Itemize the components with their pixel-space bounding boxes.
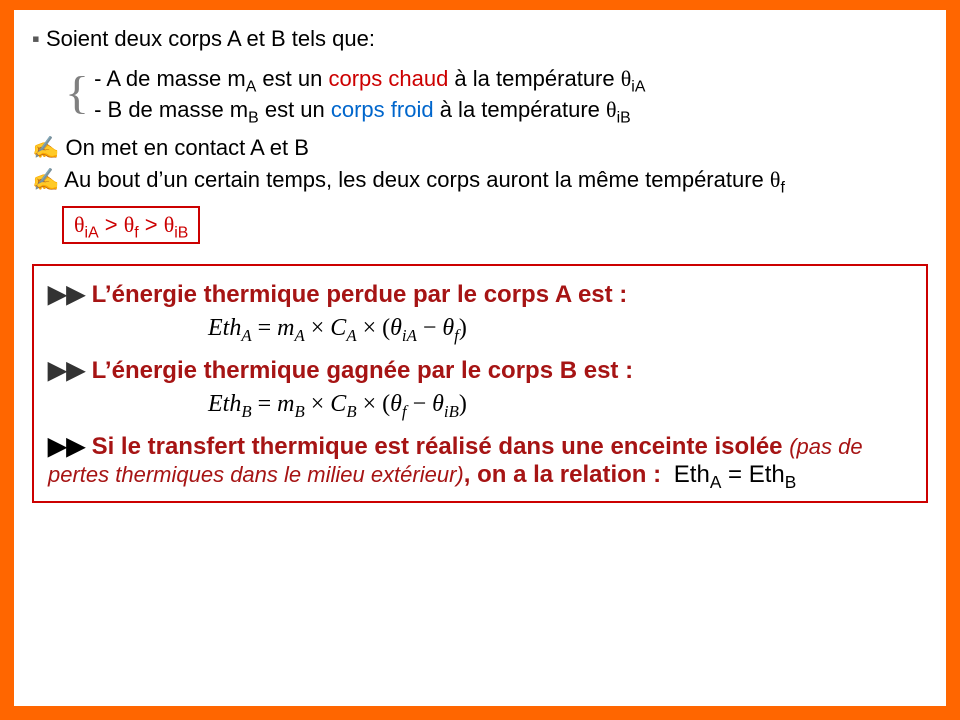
cond-a-prefix: - A de masse m [94,66,246,91]
relation-value: EthA = EthB [674,461,796,488]
cond-a-mid: est un [262,66,328,91]
condition-b: - B de masse mB est un corps froid à la … [94,95,645,125]
fb-close: ) [459,391,467,417]
fb-x1: × [305,391,331,417]
ineq-s3: iB [174,225,188,242]
cond-b-theta-sub: iB [617,110,631,127]
hand-icon: ✍ [32,167,59,192]
fb-t1: θ [390,391,402,417]
rel-rs: B [785,472,797,492]
fa-csub: A [346,326,356,345]
fb-c: C [330,391,346,417]
cond-a-theta: θ [621,66,632,91]
lead-c: ▶▶ Si le transfert thermique est réalisé… [48,432,912,489]
fb-msub: B [294,402,304,421]
contact-text-1: On met en contact A et B [59,135,308,160]
fa-t2: θ [442,315,454,341]
cond-a-theta-sub: iA [631,78,645,95]
main-box: ▶▶ L’énergie thermique perdue par le cor… [32,264,928,503]
rel-l: Eth [674,461,710,488]
cond-b-mid2: à la température [434,97,606,122]
formula-b: EthB = mB × CB × (θf − θiB) [208,391,912,418]
brace-icon: { [65,64,89,127]
cond-a-hot: corps chaud [328,66,448,91]
slide-frame: ▪ Soient deux corps A et B tels que: { -… [0,0,960,720]
fa-eq: = [252,315,278,341]
cond-b-mid: est un [265,97,331,122]
cond-b-theta: θ [606,97,617,122]
contact-theta: θ [770,167,781,192]
cond-a-mid2: à la température [448,66,620,91]
arrow-icon: ▶▶ [48,433,85,460]
fb-csub: B [346,402,356,421]
ineq-gt1: > [99,212,124,237]
rel-r: Eth [749,461,785,488]
fa-t1s: iA [402,326,417,345]
fb-minus: − [407,391,433,417]
ineq-t1: θ [74,212,85,237]
rel-eq: = [721,461,748,488]
contact-line-2: ✍ Au bout d’un certain temps, les deux c… [32,165,928,195]
cond-b-mass-sub: B [248,110,259,127]
fb-t2s: iB [444,402,459,421]
lead-a-text: L’énergie thermique perdue par le corps … [85,281,627,308]
slide-content: ▪ Soient deux corps A et B tels que: { -… [14,10,946,706]
ineq-s1: iA [85,225,99,242]
fb-lhs-sub: B [241,402,251,421]
inequality-box: θiA > θf > θiB [62,206,200,244]
lead-b-text: L’énergie thermique gagnée par le corps … [85,357,633,384]
hand-icon: ✍ [32,135,59,160]
fa-x1: × [305,315,331,341]
fa-c: C [330,315,346,341]
lead-c-text2: , on a la relation : [464,461,668,488]
cond-b-cold: corps froid [331,97,434,122]
fb-x2: × ( [357,391,391,417]
conditions-block: { - A de masse mA est un corps chaud à l… [66,64,928,127]
fa-m: m [277,315,294,341]
ineq-t3: θ [164,212,175,237]
lead-a: ▶▶ L’énergie thermique perdue par le cor… [48,280,912,309]
fb-t2: θ [432,391,444,417]
fa-close: ) [459,315,467,341]
ineq-t2: θ [124,212,135,237]
arrow-icon: ▶▶ [48,281,85,308]
fa-t1: θ [390,315,402,341]
fb-lhs: Eth [208,391,241,417]
lead-c-text1: Si le transfert thermique est réalisé da… [85,433,789,460]
bullet-square-icon: ▪ [32,26,40,51]
fb-m: m [277,391,294,417]
condition-a: - A de masse mA est un corps chaud à la … [94,64,645,94]
fb-eq: = [252,391,278,417]
contact-theta-sub: f [780,179,784,196]
arrow-icon: ▶▶ [48,357,85,384]
conditions-body: - A de masse mA est un corps chaud à la … [94,64,645,127]
contact-text-2a: Au bout d’un certain temps, les deux cor… [59,167,770,192]
lead-b: ▶▶ L’énergie thermique gagnée par le cor… [48,356,912,385]
intro-text: Soient deux corps A et B tels que: [46,26,375,51]
cond-b-prefix: - B de masse m [94,97,248,122]
fa-x2: × ( [357,315,391,341]
ineq-gt2: > [139,212,164,237]
cond-a-mass-sub: A [246,78,257,95]
rel-ls: A [710,472,722,492]
intro-line: ▪ Soient deux corps A et B tels que: [32,24,928,54]
contact-line-1: ✍ On met en contact A et B [32,133,928,163]
fa-minus: − [417,315,443,341]
fa-msub: A [294,326,304,345]
fa-lhs-sub: A [241,326,251,345]
fa-lhs: Eth [208,315,241,341]
formula-a: EthA = mA × CA × (θiA − θf) [208,315,912,342]
